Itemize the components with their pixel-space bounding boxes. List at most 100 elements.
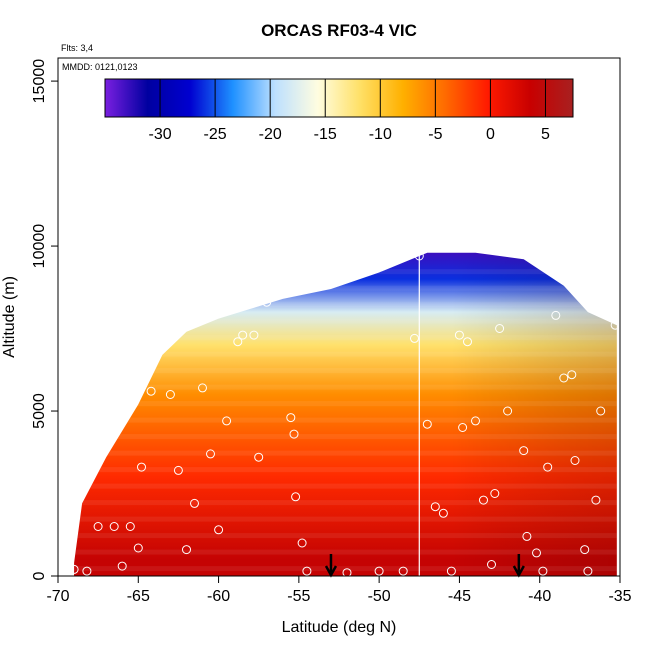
- sample-point: [374, 566, 384, 576]
- colorbar-tick-label: -15: [314, 126, 337, 143]
- sample-point: [567, 370, 577, 380]
- field-band: [74, 566, 617, 572]
- colorbar-tick-label: -25: [204, 126, 227, 143]
- sample-point: [286, 413, 296, 423]
- field-band: [74, 549, 617, 555]
- dates-label: MMDD: 0121,0123: [62, 62, 138, 72]
- down-arrow-icon: [512, 554, 525, 578]
- sample-point: [591, 495, 601, 505]
- sample-point: [596, 406, 606, 416]
- sample-point: [519, 446, 529, 456]
- sample-point: [398, 566, 408, 576]
- sample-point: [410, 333, 419, 343]
- field-band: [74, 269, 617, 275]
- x-tick-label: -70: [46, 588, 69, 605]
- colorbar-tick-label: -5: [428, 126, 442, 143]
- field-band: [74, 335, 617, 341]
- sample-point: [342, 568, 352, 578]
- sample-point: [146, 386, 156, 396]
- sample-point: [471, 416, 480, 426]
- x-tick-label: -50: [368, 588, 391, 605]
- sample-point: [458, 423, 468, 432]
- sample-point: [543, 462, 553, 472]
- field-edge-shading: [74, 252, 617, 576]
- flights-label: Flts: 3,4: [61, 43, 93, 53]
- sample-point: [454, 330, 464, 340]
- field-band: [74, 285, 617, 291]
- field-band: [74, 384, 617, 390]
- sample-point: [583, 566, 593, 576]
- sample-points: [69, 251, 620, 578]
- sample-point: [206, 449, 215, 459]
- plot-frame: [57, 57, 621, 577]
- sample-point: [422, 419, 432, 429]
- sample-point: [125, 522, 135, 531]
- sample-point: [233, 337, 243, 347]
- sample-point: [109, 522, 119, 531]
- colorbar: -30 -25 -20 -15 -10 -5 0 5: [104, 78, 574, 143]
- sample-point: [532, 548, 541, 558]
- sample-point: [490, 489, 500, 498]
- sample-point: [463, 337, 472, 347]
- x-tick-label: -35: [608, 588, 631, 605]
- field-band: [74, 450, 617, 456]
- y-tick-label: 5000: [31, 393, 48, 429]
- chart-title: ORCAS RF03-4 VIC: [261, 21, 417, 40]
- sample-point: [238, 330, 248, 340]
- y-axis-label: Altitude (m): [1, 276, 18, 358]
- field-band: [74, 368, 617, 374]
- field-band: [74, 434, 617, 440]
- colorbar-fill: [104, 78, 574, 118]
- sample-point: [69, 564, 79, 574]
- colorbar-tick-label: -20: [259, 126, 282, 143]
- sample-point: [289, 429, 299, 439]
- field-band: [74, 302, 617, 308]
- sample-point: [580, 545, 590, 555]
- sample-point: [430, 502, 440, 512]
- x-tick-label: -60: [207, 588, 230, 605]
- sample-point: [82, 566, 92, 576]
- sample-point: [222, 416, 232, 426]
- x-tick-label: -45: [448, 588, 471, 605]
- y-tick-label: 0: [31, 571, 48, 580]
- y-tick-label: 10000: [31, 224, 48, 269]
- sample-point: [503, 406, 513, 416]
- sample-point: [262, 297, 272, 307]
- field-band: [74, 351, 617, 357]
- sample-point: [522, 531, 532, 541]
- sample-point: [291, 492, 301, 502]
- sample-point: [137, 462, 146, 472]
- sample-point: [302, 566, 312, 576]
- arrow-markers: [324, 554, 525, 578]
- sample-point: [182, 545, 191, 555]
- temperature-field: [74, 252, 617, 576]
- x-tick-label: -65: [127, 588, 150, 605]
- sample-point: [249, 330, 259, 340]
- field-band: [74, 417, 617, 423]
- field-band: [74, 467, 617, 473]
- sample-point: [190, 498, 199, 508]
- sample-point: [479, 495, 488, 505]
- sample-point: [214, 525, 224, 535]
- field-band: [74, 318, 617, 324]
- field-band: [74, 533, 617, 539]
- sample-point: [438, 508, 448, 518]
- sample-point: [610, 320, 620, 330]
- colorbar-tick-label: -10: [369, 126, 392, 143]
- field-band: [74, 483, 617, 489]
- sample-point: [414, 251, 424, 261]
- colorbar-tick-label: 0: [486, 126, 495, 143]
- sample-point: [198, 383, 207, 393]
- sample-point: [570, 456, 580, 465]
- x-tick-label: -40: [528, 588, 551, 605]
- sample-point: [487, 560, 496, 569]
- sample-point: [153, 337, 163, 347]
- sample-point: [446, 566, 456, 576]
- sample-point: [551, 310, 561, 320]
- field-band: [74, 500, 617, 506]
- colorbar-tick-label: 5: [541, 126, 550, 143]
- sample-point: [117, 561, 127, 571]
- sample-point: [297, 538, 307, 548]
- x-axis: -70 -65 -60 -55 -50 -45 -40 -35: [46, 576, 632, 605]
